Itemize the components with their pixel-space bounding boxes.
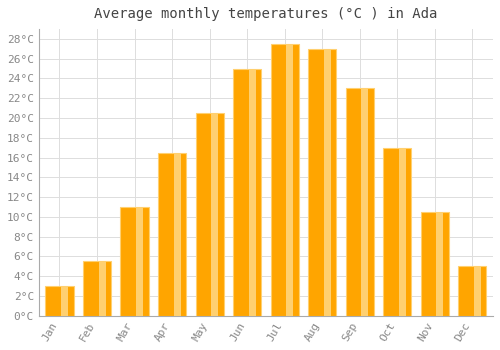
Bar [136,207,143,316]
Bar [308,49,336,316]
Bar [458,266,486,316]
Bar [46,286,74,316]
Bar [362,88,368,316]
Bar [270,44,299,316]
Bar [61,286,68,316]
Bar [211,113,218,316]
Bar [196,113,224,316]
Bar [248,69,256,316]
Bar [421,212,449,316]
Bar [158,153,186,316]
Bar [120,207,148,316]
Title: Average monthly temperatures (°C ) in Ada: Average monthly temperatures (°C ) in Ad… [94,7,438,21]
Bar [346,88,374,316]
Bar [474,266,481,316]
Bar [324,49,331,316]
Bar [399,148,406,316]
Bar [383,148,412,316]
Bar [83,261,111,316]
Bar [174,153,180,316]
Bar [98,261,105,316]
Bar [286,44,294,316]
Bar [436,212,444,316]
Bar [233,69,261,316]
